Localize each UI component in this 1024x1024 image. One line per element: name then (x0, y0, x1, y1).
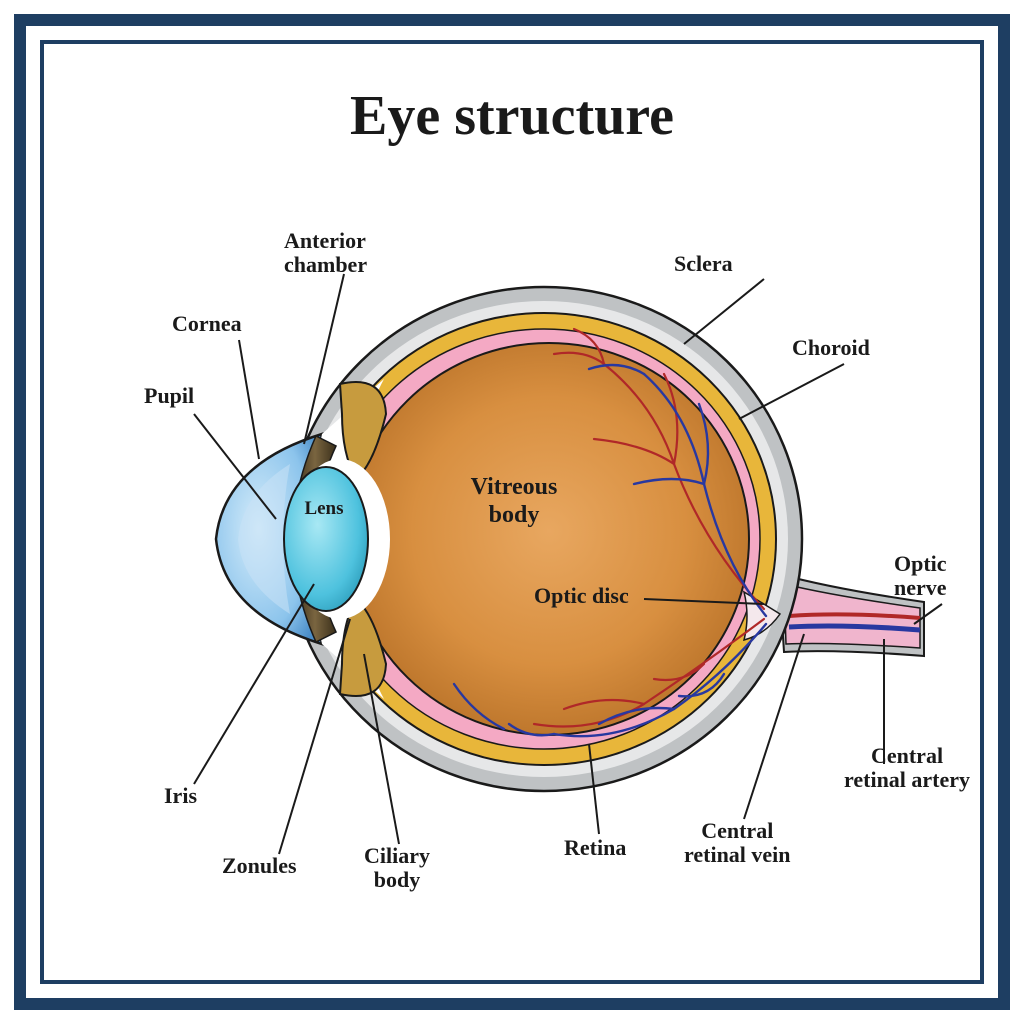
outer-container: Eye structure (0, 0, 1024, 1024)
leader-sclera (684, 279, 764, 344)
vitreous-label-1: Vitreous (471, 474, 558, 500)
optic-nerve-label: Optic nerve (894, 552, 947, 600)
lens-shape (284, 467, 368, 611)
ciliary-body-label: Ciliary body (364, 844, 430, 892)
optic-disc-label: Optic disc (534, 584, 629, 608)
eye-diagram-svg: Lens Vitreous body (44, 44, 984, 984)
iris-label: Iris (164, 784, 197, 808)
leader-iris (194, 584, 314, 784)
vitreous-shape (349, 343, 749, 735)
outer-border: Eye structure (14, 14, 1010, 1010)
inner-border: Eye structure (40, 40, 984, 984)
sclera-label: Sclera (674, 252, 733, 276)
choroid-label: Choroid (792, 336, 870, 360)
retina-label: Retina (564, 836, 626, 860)
anterior-chamber-label: Anterior chamber (284, 229, 367, 277)
leader-cornea (239, 340, 259, 459)
vitreous-label-2: body (489, 502, 540, 528)
lens-label: Lens (304, 498, 343, 519)
pupil-label: Pupil (144, 384, 194, 408)
zonules-label: Zonules (222, 854, 297, 878)
central-retinal-vein-label: Central retinal vein (684, 819, 791, 867)
cornea-label: Cornea (172, 312, 242, 336)
central-retinal-artery-label: Central retinal artery (844, 744, 970, 792)
